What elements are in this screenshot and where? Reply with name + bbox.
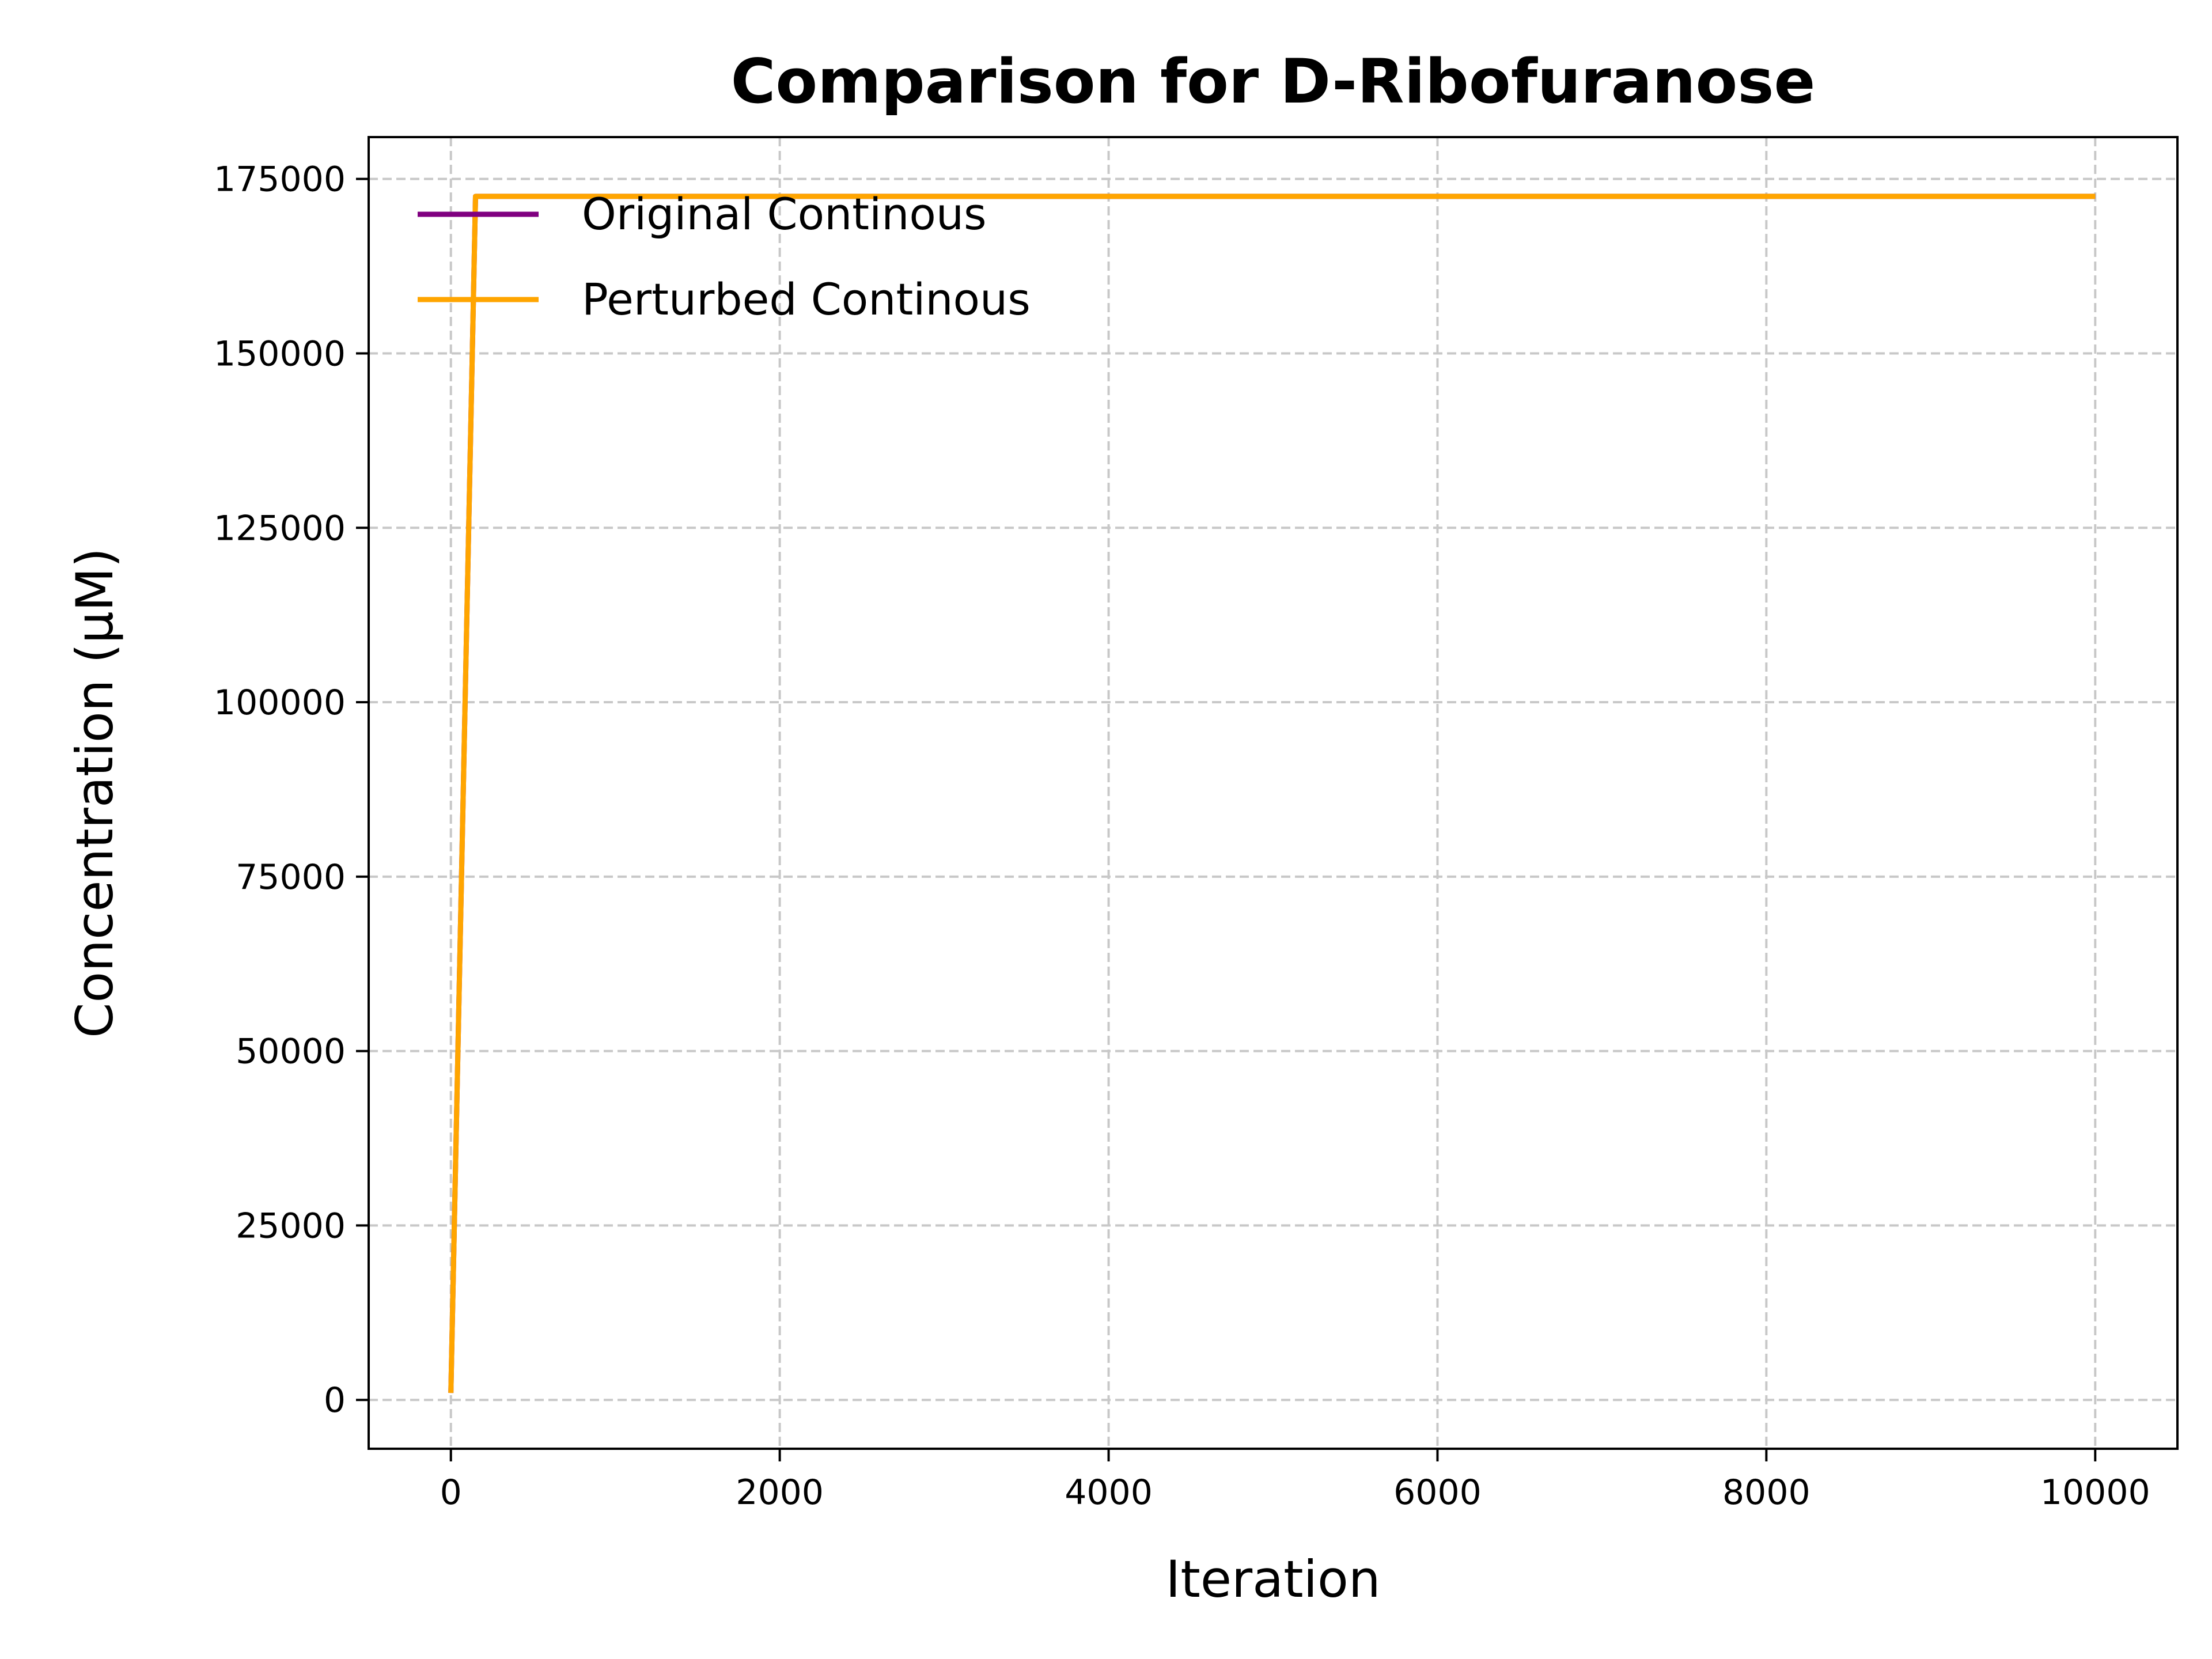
x-tick-label: 6000 <box>1393 1472 1482 1513</box>
x-tick-label: 10000 <box>2040 1472 2150 1513</box>
y-tick-label: 75000 <box>236 857 346 897</box>
series-line-1 <box>448 194 2096 1393</box>
legend-label-original: Original Continous <box>582 188 987 240</box>
plot-frame <box>368 136 2179 1450</box>
y-tick-label: 0 <box>324 1380 346 1421</box>
y-tick-label: 100000 <box>214 683 346 723</box>
y-tick-label: 125000 <box>214 508 346 548</box>
grid-lines <box>369 137 2177 1449</box>
legend-label-perturbed: Perturbed Continous <box>582 274 1031 325</box>
y-tick-label: 175000 <box>214 160 346 200</box>
y-tick-label: 50000 <box>236 1032 346 1072</box>
plot-series <box>448 194 2096 1393</box>
x-tick-label: 4000 <box>1065 1472 1153 1513</box>
x-tick-label: 8000 <box>1722 1472 1810 1513</box>
y-tick-label: 150000 <box>214 334 346 374</box>
legend: Original Continous Perturbed Continous <box>418 188 1031 325</box>
x-tick-label: 2000 <box>736 1472 824 1513</box>
chart-title: Comparison for D-Ribofuranose <box>731 46 1816 117</box>
x-axis-label: Iteration <box>1165 1550 1380 1609</box>
y-axis-ticks: 0 25000 50000 75000 100000 125000 150000 175000 <box>214 160 369 1421</box>
y-tick-label: 25000 <box>236 1206 346 1246</box>
y-axis-label: Concentration (μM) <box>65 548 124 1038</box>
x-axis-ticks: 0 2000 4000 6000 8000 10000 <box>440 1449 2150 1513</box>
x-tick-label: 0 <box>440 1472 462 1513</box>
